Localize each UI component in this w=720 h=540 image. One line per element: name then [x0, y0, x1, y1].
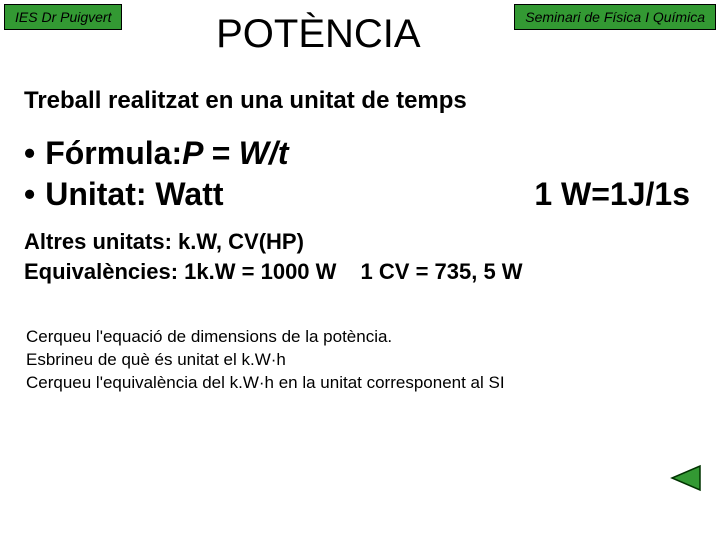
bullet-list: • Fórmula: P = W/t • Unitat: Watt 1 W=1J…	[24, 135, 696, 213]
formula-equation: P = W/t	[182, 135, 288, 172]
unit-label: Unitat: Watt	[45, 176, 223, 213]
department-badge: Seminari de Física I Química	[514, 4, 716, 30]
unit-equation: 1 W=1J/1s	[534, 176, 696, 213]
triangle-left-icon	[668, 464, 702, 492]
other-units: Altres unitats: k.W, CV(HP) Equivalèncie…	[24, 227, 696, 286]
other-units-line1: Altres unitats: k.W, CV(HP)	[24, 227, 696, 257]
equivalence-2: 1 CV = 735, 5 W	[361, 257, 523, 287]
definition-text: Treball realitzat en una unitat de temps	[24, 87, 696, 115]
formula-bullet: • Fórmula: P = W/t	[24, 135, 696, 172]
bullet-dot: •	[24, 135, 35, 172]
bullet-dot: •	[24, 176, 35, 213]
task-line-2: Esbrineu de què és unitat el k.W·h	[26, 349, 696, 372]
other-units-line2: Equivalències: 1k.W = 1000 W 1 CV = 735,…	[24, 257, 696, 287]
unit-bullet: • Unitat: Watt 1 W=1J/1s	[24, 176, 696, 213]
tasks-block: Cerqueu l'equació de dimensions de la po…	[24, 326, 696, 395]
task-line-3: Cerqueu l'equivalència del k.W·h en la u…	[26, 372, 696, 395]
formula-label: Fórmula:	[45, 135, 182, 172]
slide-title: POTÈNCIA	[122, 4, 514, 57]
school-badge: IES Dr Puigvert	[4, 4, 122, 30]
prev-slide-button[interactable]	[668, 464, 702, 492]
content-area: Treball realitzat en una unitat de temps…	[0, 57, 720, 395]
task-line-1: Cerqueu l'equació de dimensions de la po…	[26, 326, 696, 349]
header: IES Dr Puigvert POTÈNCIA Seminari de Fís…	[0, 0, 720, 57]
equivalence-1: Equivalències: 1k.W = 1000 W	[24, 259, 336, 284]
